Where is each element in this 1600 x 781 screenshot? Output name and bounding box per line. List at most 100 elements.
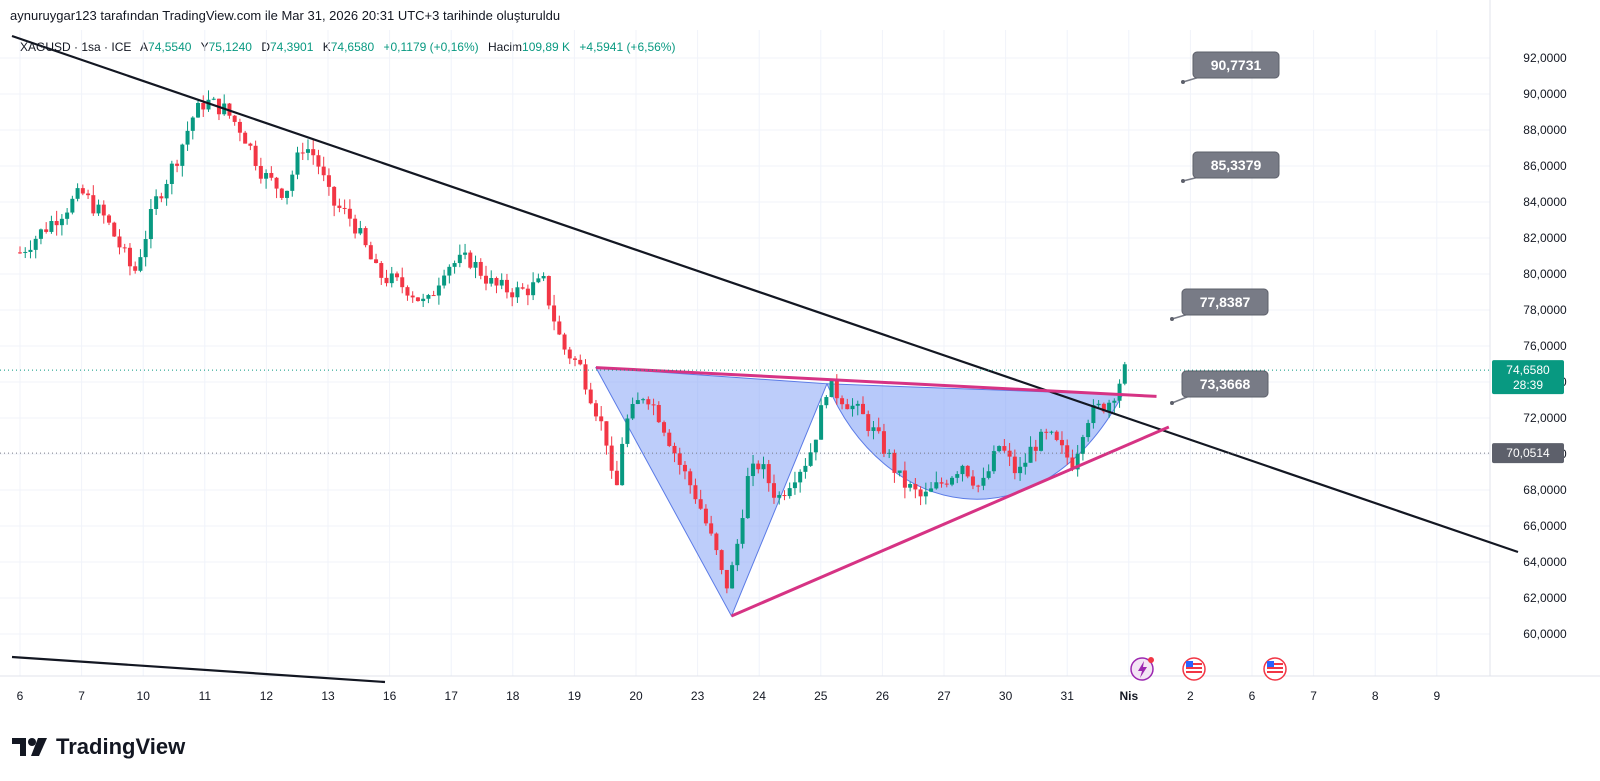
time-tick-label: 20	[629, 689, 643, 703]
lightning-event-icon[interactable]	[1130, 657, 1154, 681]
candle-body	[1075, 453, 1080, 470]
candle-body	[143, 239, 148, 258]
target-callout[interactable]: 77,8387	[1170, 288, 1269, 321]
candle-body	[117, 236, 122, 248]
time-axis[interactable]: 6 7 10 11 12 13 16 17 18 19 20 23 24 25 26 27 30 31 Nis 2 6 7…	[17, 689, 1441, 703]
time-tick-label: 2	[1187, 689, 1194, 703]
candle-body	[384, 277, 389, 284]
callout-label: 85,3379	[1211, 157, 1262, 173]
brand-name: TradingView	[56, 734, 186, 759]
target-callout[interactable]: 85,3379	[1181, 151, 1280, 183]
time-tick-label: 12	[260, 689, 274, 703]
level-price-value: 70,0514	[1506, 446, 1550, 460]
candle-body	[248, 143, 253, 146]
candle-body	[536, 278, 541, 283]
candle-body	[285, 190, 290, 198]
neckline[interactable]	[595, 366, 1157, 398]
candle-body	[185, 130, 190, 145]
last-price-tag[interactable]	[1492, 360, 1564, 395]
candle-body	[970, 476, 975, 486]
candle-body	[122, 247, 127, 249]
candle-body	[101, 204, 106, 216]
tradingview-brand[interactable]: TradingView	[12, 734, 185, 760]
candle-body	[405, 287, 410, 296]
legend-high: 75,1240	[208, 40, 252, 54]
candle-body	[279, 188, 284, 198]
candle-body	[1028, 446, 1033, 463]
candle-body	[635, 400, 640, 405]
us-flag-event-icon[interactable]	[1182, 657, 1206, 681]
candle-body	[808, 452, 813, 466]
legend-change: +0,1179 (+0,16%)	[383, 40, 479, 54]
legend-symbol[interactable]: XAGUSD · 1sa · ICE	[20, 40, 132, 54]
time-tick-label: 17	[445, 689, 459, 703]
legend-volume: 109,89 K	[522, 40, 571, 54]
us-flag-event-icon[interactable]	[1263, 657, 1287, 681]
ascending-support-line[interactable]	[730, 425, 1170, 618]
candle-body	[494, 278, 499, 286]
legend-low-label: D	[261, 40, 270, 54]
target-callout[interactable]: 73,3668	[1170, 370, 1269, 405]
candle-body	[672, 445, 677, 454]
candle-body	[976, 485, 981, 487]
candle-body	[499, 279, 504, 286]
candle-body	[107, 215, 112, 223]
time-tick-label: 18	[506, 689, 520, 703]
candle-body	[1039, 431, 1044, 451]
price-tick-label: 72,0000	[1523, 411, 1567, 425]
candle-body	[489, 278, 494, 284]
candle-body	[955, 474, 960, 478]
trendline-drawings[interactable]	[0, 34, 1519, 684]
legend-open: 74,5540	[148, 40, 192, 54]
candle-body	[614, 470, 619, 486]
pattern-drawings	[595, 367, 1124, 618]
candle-body	[688, 471, 693, 486]
candle-body	[813, 439, 818, 453]
candle-body	[269, 173, 274, 178]
candle-body	[599, 416, 604, 422]
time-tick-label: 7	[1310, 689, 1317, 703]
candle-body	[321, 166, 326, 176]
candle-body	[180, 144, 185, 166]
candle-body	[939, 482, 944, 484]
candle-body	[908, 484, 913, 488]
candle-body	[693, 485, 698, 500]
time-tick-label: 11	[199, 689, 212, 703]
candle-body	[243, 132, 248, 144]
candle-body	[237, 121, 242, 133]
candle-body	[651, 404, 656, 406]
chart-grid	[0, 0, 1600, 677]
last-price-value: 74,6580	[1506, 363, 1550, 377]
candle-body	[934, 482, 939, 489]
descending-trendline[interactable]	[11, 34, 1519, 554]
level-price-tag[interactable]	[1492, 443, 1564, 464]
callout-anchor	[1170, 401, 1174, 405]
bar-countdown: 28:39	[1513, 378, 1543, 392]
candle-body	[944, 483, 949, 485]
candle-body	[573, 358, 578, 360]
candle-body	[740, 518, 745, 544]
candle-body	[1065, 445, 1070, 458]
candle-body	[70, 198, 75, 213]
candle-body	[1101, 403, 1106, 412]
callout-box	[1192, 151, 1280, 179]
candle-body	[897, 470, 902, 473]
candle-body	[567, 349, 572, 359]
target-callouts[interactable]: 90,7731 85,3379 77,8387 73,3668	[1170, 51, 1280, 405]
candle-body	[44, 229, 49, 232]
target-callout[interactable]: 90,7731	[1181, 51, 1280, 84]
candle-body	[881, 431, 886, 454]
candle-body	[311, 149, 316, 156]
candle-body	[274, 177, 279, 189]
price-tick-label: 76,0000	[1523, 339, 1567, 353]
price-axis[interactable]: 92,0000 90,0000 88,0000 86,0000 84,0000 82,00…	[1492, 51, 1567, 641]
candle-body	[169, 163, 174, 184]
candle-body	[1007, 450, 1012, 457]
economic-events[interactable]	[1130, 657, 1287, 681]
lower-trendline[interactable]	[11, 655, 386, 684]
candle-body	[593, 403, 598, 417]
candle-body	[379, 263, 384, 278]
candle-body	[677, 453, 682, 465]
candle-body	[23, 251, 28, 253]
